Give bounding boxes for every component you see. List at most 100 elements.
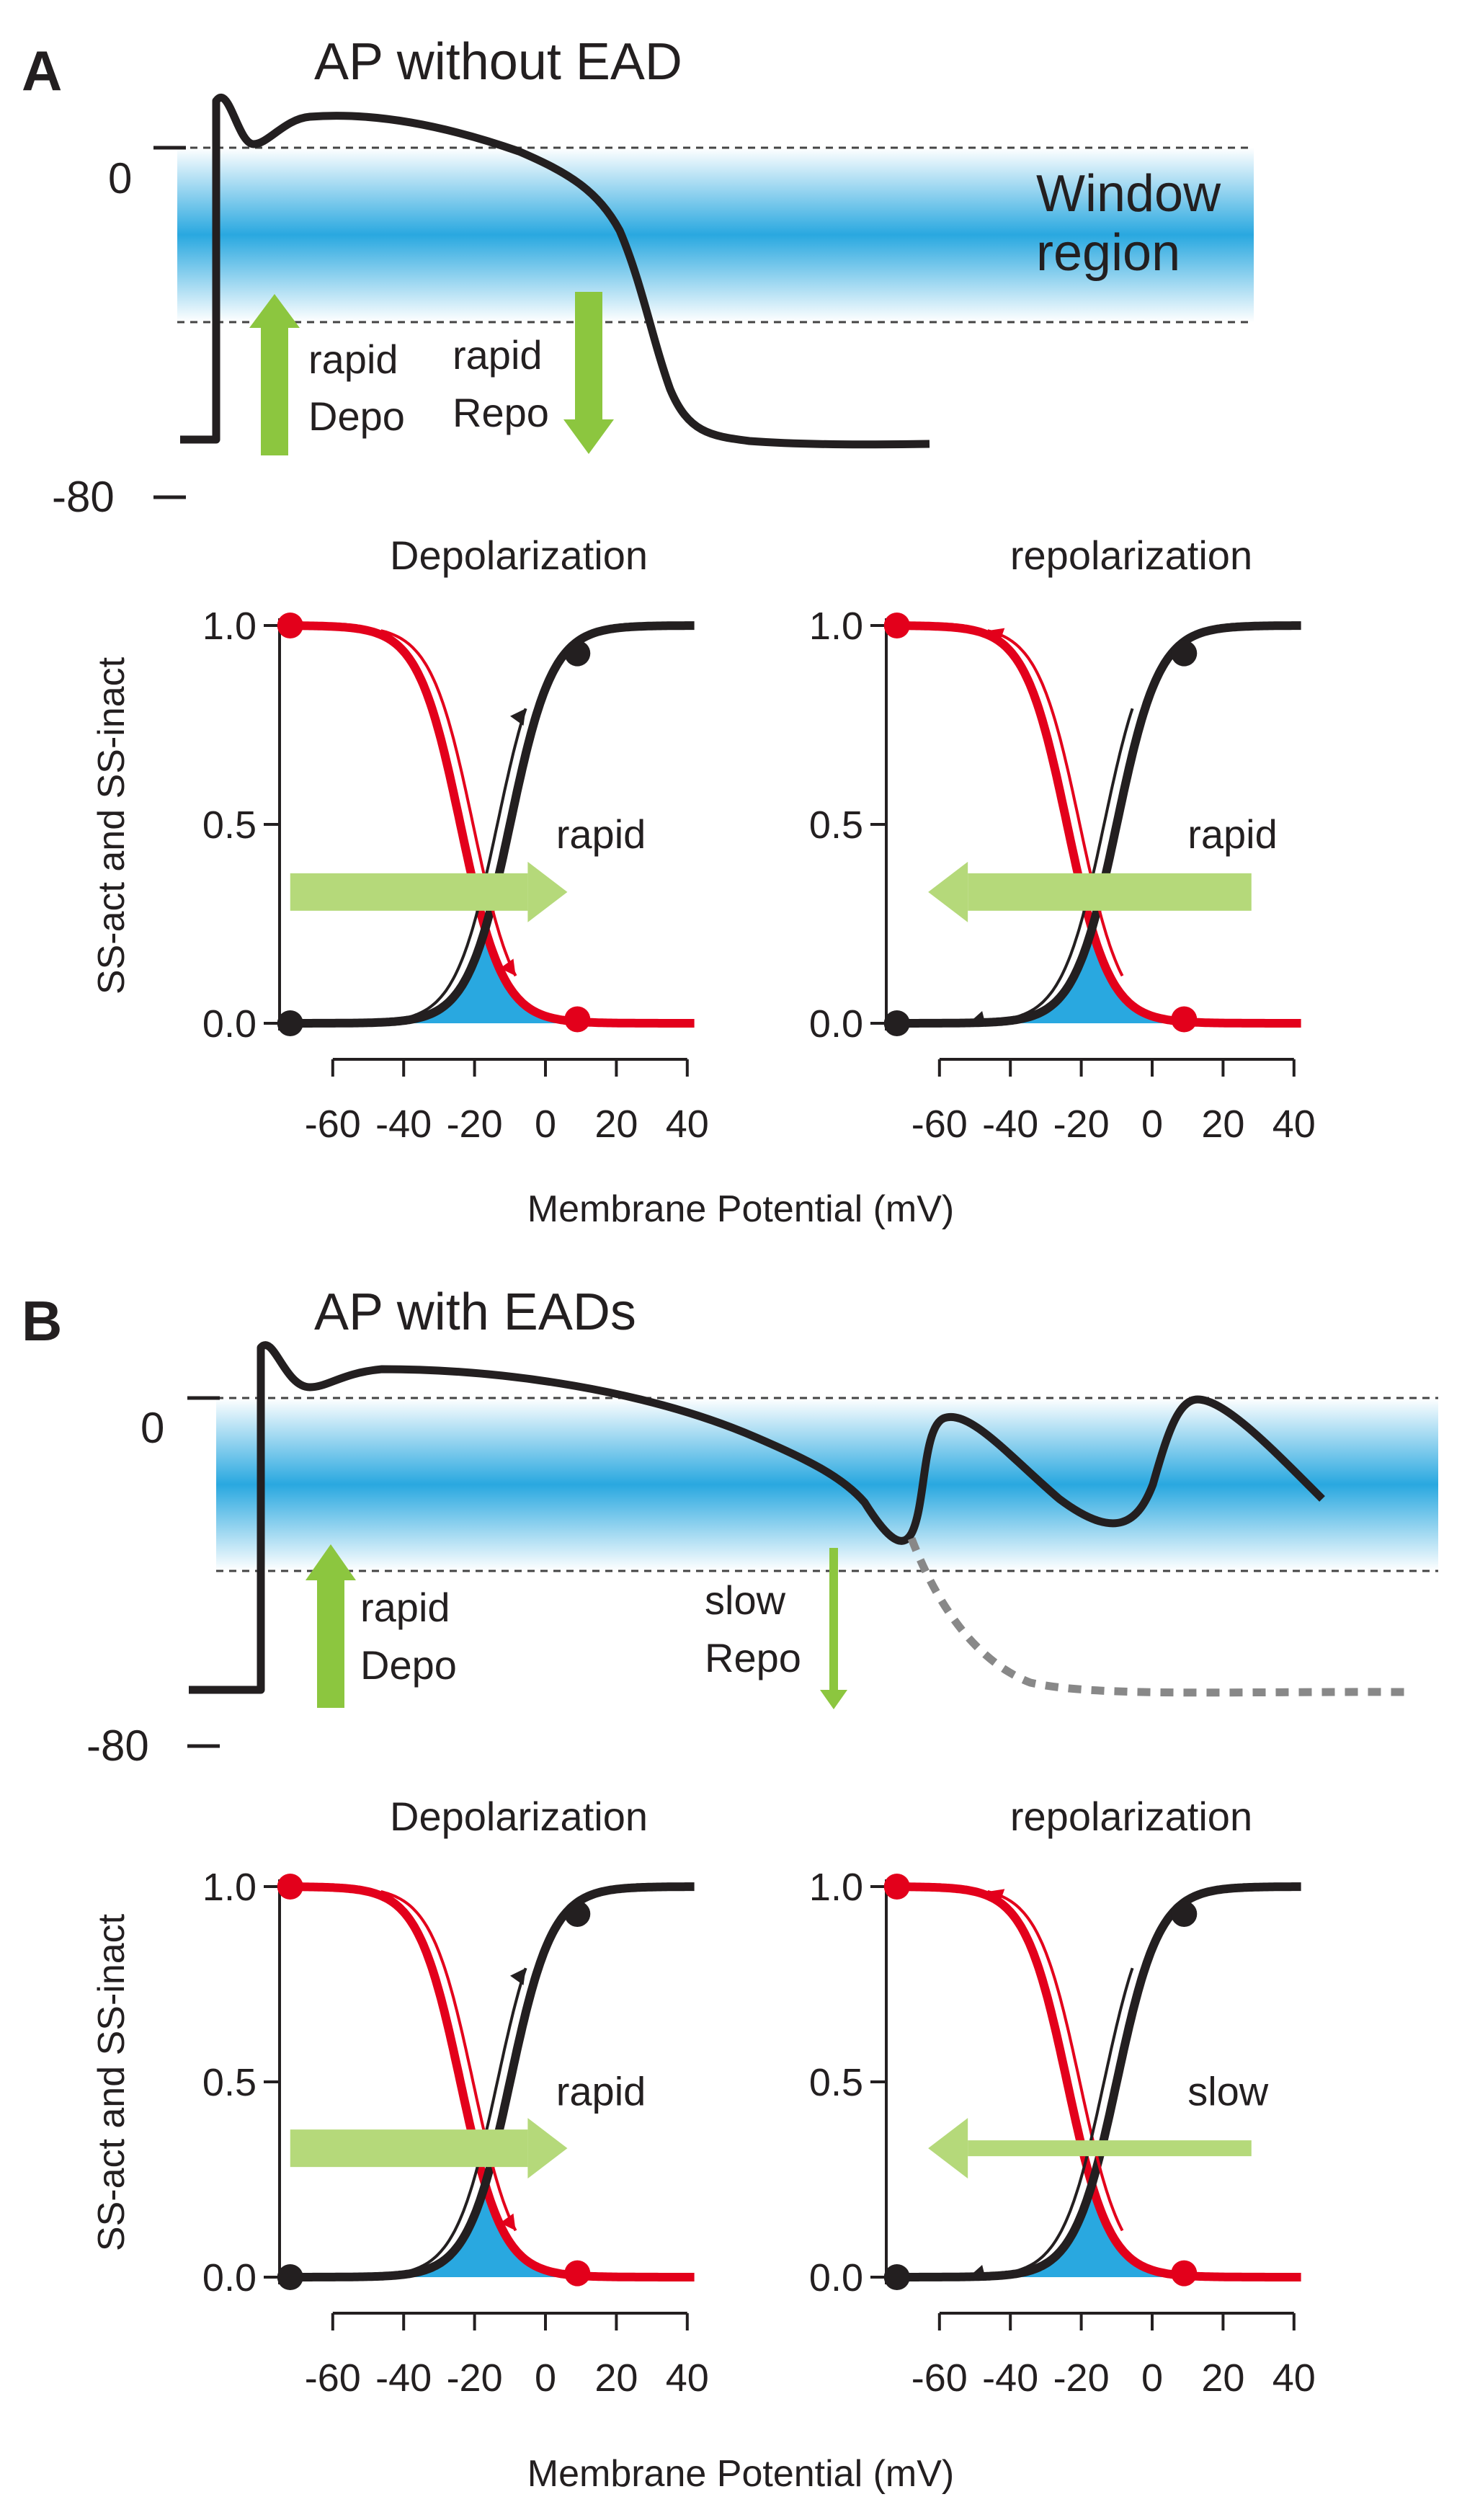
y-tick-label: 0.5 bbox=[809, 803, 863, 847]
ss-inact-marker bbox=[564, 2260, 591, 2287]
x-tick-label: 0 bbox=[535, 1103, 556, 1146]
ss-inact-marker bbox=[564, 1006, 591, 1033]
ss-inact-marker bbox=[1171, 1006, 1198, 1033]
ss-inact-marker bbox=[277, 1874, 303, 1900]
window-band-b bbox=[216, 1398, 1438, 1571]
y-tick-label: 0.0 bbox=[202, 1002, 257, 1046]
inact-guide-line bbox=[987, 629, 1124, 977]
ap-trace-b-normal-dashed bbox=[907, 1537, 1406, 1697]
ss-act-marker bbox=[277, 1010, 303, 1036]
ap-trace-b bbox=[189, 1341, 1325, 1694]
direction-arrow-shaft bbox=[290, 2129, 528, 2168]
x-tick-label: -60 bbox=[305, 2356, 361, 2400]
panel-a-title: AP without EAD bbox=[314, 33, 682, 91]
subplot-b-repolarization: repolarization 0.0 0.5 1.0 -60 -40 -20 0 20 40 slo… bbox=[809, 1794, 1316, 2400]
panel-b: B AP with EADs 0 -80 rapid Depo slow Rep… bbox=[22, 1283, 1438, 2495]
subplot-a-repolarization: repolarization 0.0 0.5 1.0 -60 -40 -20 0 20 40 rap… bbox=[809, 533, 1316, 1146]
slow-repo-label-line1: slow bbox=[705, 1577, 786, 1623]
rapid-depo-label-line2: Depo bbox=[308, 393, 405, 439]
ss-act-marker bbox=[883, 1010, 910, 1036]
act-guide-line bbox=[362, 1967, 527, 2278]
y-tick-label: 0.5 bbox=[202, 2061, 257, 2104]
ap-trace-a bbox=[180, 94, 930, 449]
subplot-b-depolarization: Depolarization 0.0 0.5 1.0 -60 -40 -20 0 20 40 rap… bbox=[202, 1794, 709, 2400]
x-tick-label: 0 bbox=[535, 2356, 556, 2400]
x-tick-label: -60 bbox=[305, 1103, 361, 1146]
act-guide-arrowhead bbox=[510, 1968, 526, 1985]
ss-inact-marker bbox=[883, 1874, 910, 1900]
ss-inact-marker bbox=[883, 613, 910, 638]
inact-guide-line bbox=[380, 629, 517, 977]
x-tick-label: 40 bbox=[666, 1103, 709, 1146]
ss-act-curve bbox=[886, 621, 1301, 1028]
panel-a: A AP without EAD Window region 0 -80 rap… bbox=[22, 33, 1316, 1230]
ss-act-marker bbox=[1171, 1900, 1198, 1927]
ss-act-marker bbox=[1171, 640, 1198, 667]
ss-inact-marker bbox=[1171, 2260, 1198, 2287]
panel-a-letter: A bbox=[22, 39, 62, 102]
x-tick-label: -20 bbox=[1053, 1103, 1110, 1146]
x-tick-label: 0 bbox=[1141, 1103, 1163, 1146]
slow-repo-arrow bbox=[820, 1548, 847, 1709]
x-tick-label: -20 bbox=[447, 1103, 503, 1146]
subplot-title: Depolarization bbox=[390, 1794, 648, 1839]
ap-b-tick-label-80: -80 bbox=[86, 1722, 149, 1770]
act-guide-arrowhead bbox=[510, 708, 526, 726]
x-tick-label: 20 bbox=[594, 2356, 638, 2400]
y-tick-label: 1.0 bbox=[202, 1866, 257, 1909]
direction-arrow-label: slow bbox=[1187, 2069, 1269, 2114]
window-label-line2: region bbox=[1036, 224, 1180, 282]
ss-inact-marker bbox=[277, 613, 303, 638]
inact-guide-arrowhead bbox=[987, 1889, 1005, 1905]
ss-act-marker bbox=[564, 1900, 591, 1927]
ap-a-tick-label-80: -80 bbox=[52, 473, 115, 521]
y-tick-label: 0.0 bbox=[809, 2256, 863, 2299]
subplot-title: repolarization bbox=[1010, 533, 1252, 578]
direction-arrow-label: rapid bbox=[556, 811, 646, 857]
act-guide-arrowhead bbox=[969, 2265, 986, 2281]
y-tick-label: 1.0 bbox=[809, 605, 863, 648]
panel-b-y-axis-label: SS-act and SS-inact bbox=[91, 1913, 133, 2251]
ss-act-curve bbox=[886, 1882, 1301, 2281]
ss-act-curve bbox=[280, 1882, 695, 2281]
x-tick-label: 0 bbox=[1141, 2356, 1163, 2400]
inact-guide-line bbox=[987, 1890, 1124, 2232]
direction-arrow-shaft bbox=[968, 873, 1252, 911]
direction-arrow-shaft bbox=[290, 873, 528, 911]
rapid-repo-label-line1: rapid bbox=[453, 332, 543, 378]
x-tick-label: -40 bbox=[375, 2356, 432, 2400]
x-tick-label: -20 bbox=[447, 2356, 503, 2400]
direction-arrow-label: rapid bbox=[556, 2069, 646, 2114]
direction-arrow-head bbox=[527, 861, 568, 922]
x-tick-label: 20 bbox=[1201, 1103, 1244, 1146]
act-guide-line bbox=[969, 1967, 1134, 2278]
act-guide-line bbox=[969, 708, 1134, 1024]
inact-guide-arrowhead bbox=[500, 958, 516, 976]
x-tick-label: 40 bbox=[1272, 1103, 1316, 1146]
panel-b-letter: B bbox=[22, 1289, 62, 1353]
y-tick-label: 1.0 bbox=[202, 605, 257, 648]
ss-act-marker bbox=[564, 640, 591, 667]
x-tick-label: -40 bbox=[375, 1103, 432, 1146]
act-guide-arrowhead bbox=[969, 1011, 986, 1027]
panel-b-x-axis-label: Membrane Potential (mV) bbox=[527, 2453, 954, 2495]
y-tick-label: 0.0 bbox=[809, 1002, 863, 1046]
act-guide-line bbox=[362, 708, 527, 1024]
window-band bbox=[177, 148, 1254, 322]
subplot-a-depolarization: Depolarization 0.0 0.5 1.0 -60 -40 -20 0 20 40 rap… bbox=[202, 533, 709, 1146]
panel-a-y-axis-label: SS-act and SS-inact bbox=[91, 656, 133, 994]
y-tick-label: 0.5 bbox=[202, 803, 257, 847]
panel-a-x-axis-label: Membrane Potential (mV) bbox=[527, 1188, 954, 1230]
x-tick-label: 40 bbox=[1272, 2356, 1316, 2400]
x-tick-label: 20 bbox=[594, 1103, 638, 1146]
rapid-depo-label-b-line2: Depo bbox=[360, 1642, 457, 1688]
ss-act-marker bbox=[883, 2264, 910, 2290]
direction-arrow-head bbox=[928, 2118, 968, 2179]
ss-act-marker bbox=[277, 2264, 303, 2290]
rapid-depo-arrow-b bbox=[306, 1544, 356, 1708]
inact-guide-line bbox=[380, 1890, 517, 2232]
x-tick-label: -60 bbox=[911, 2356, 968, 2400]
slow-repo-label-line2: Repo bbox=[705, 1635, 801, 1680]
direction-arrow-head bbox=[928, 861, 968, 922]
